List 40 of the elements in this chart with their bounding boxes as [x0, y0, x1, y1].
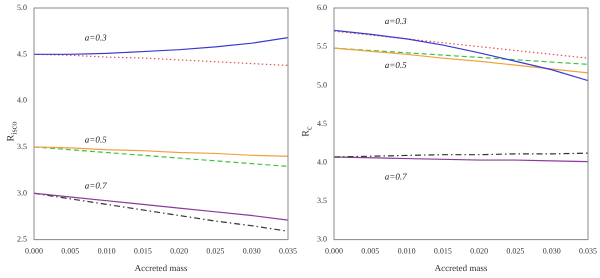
- x-tick-label: 0.015: [134, 246, 152, 256]
- y-tick-label: 4.5: [17, 49, 27, 58]
- annotation: a=0.3: [84, 32, 108, 42]
- x-tick-label: 0.005: [361, 246, 380, 256]
- x-tick-label: 0.010: [398, 246, 416, 256]
- x-tick-label: 0.020: [470, 246, 488, 256]
- line-series: [34, 192, 288, 232]
- y-tick-label: 4.5: [317, 118, 327, 128]
- x-tick-label: 0.030: [242, 246, 261, 256]
- y-tick-label: 5.5: [317, 42, 327, 51]
- x-tick-label: 0.010: [98, 246, 116, 256]
- y-tick-label: 3.0: [17, 188, 27, 198]
- x-tick-label: 0.025: [506, 246, 524, 256]
- annotation: a=0.3: [384, 16, 408, 26]
- y-tick-label: 3.0: [317, 234, 327, 244]
- y-tick-label: 3.5: [17, 142, 27, 152]
- x-tick-label: 0.020: [170, 246, 188, 256]
- annotation: a=0.5: [384, 60, 408, 70]
- x-tick-label: 0.000: [25, 246, 43, 256]
- x-tick-label: 0.005: [61, 246, 80, 256]
- x-tick-label: 0.015: [434, 246, 452, 256]
- annotation: a=0.7: [384, 171, 408, 182]
- y-tick-label: 5.0: [17, 3, 27, 12]
- x-tick-label: 0.000: [325, 246, 343, 256]
- y-tick-label: 6.0: [317, 3, 327, 12]
- x-tick-label: 0.035: [579, 246, 597, 256]
- y-tick-label: 4.0: [17, 96, 27, 105]
- annotation: a=0.5: [84, 134, 108, 144]
- x-tick-label: 0.025: [206, 246, 224, 256]
- y-tick-label: 3.5: [317, 196, 327, 206]
- line-series: [334, 30, 588, 59]
- annotation: a=0.7: [84, 180, 108, 191]
- x-axis-title: Accreted mass: [434, 262, 488, 273]
- x-tick-label: 0.030: [542, 246, 561, 256]
- y-tick-label: 2.5: [17, 234, 27, 244]
- x-axis-title: Accreted mass: [134, 262, 188, 273]
- y-tick-label: 4.0: [317, 157, 327, 166]
- y-tick-label: 5.0: [317, 80, 327, 90]
- line-series: [34, 146, 288, 168]
- x-tick-label: 0.035: [279, 246, 297, 256]
